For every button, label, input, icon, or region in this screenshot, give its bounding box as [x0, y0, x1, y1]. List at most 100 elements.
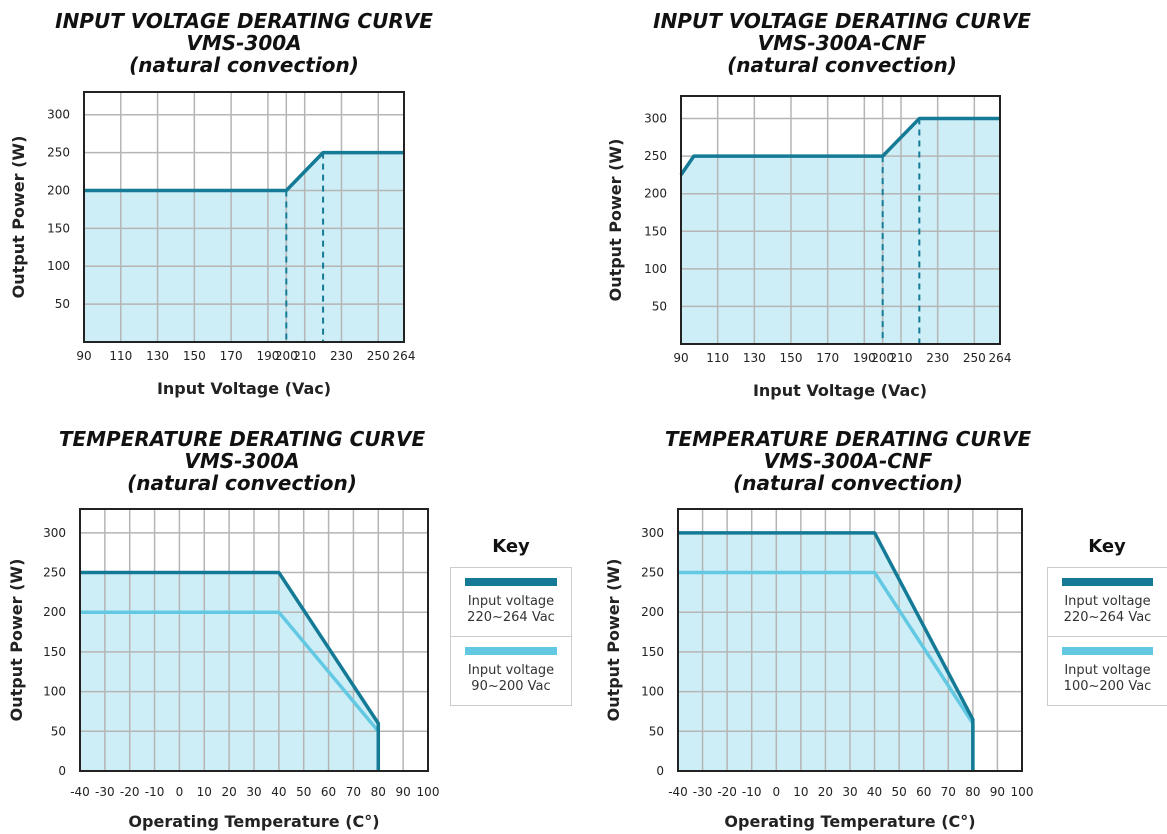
chart-3-x-tick-label: 0 — [176, 785, 184, 799]
chart-2-y-tick-label: 50 — [652, 299, 667, 313]
chart-4-legend-label-dark-2: 220~264 Vac — [1063, 610, 1152, 625]
chart-1-x-tick-label: 210 — [293, 349, 316, 363]
chart-1-x-tick-label: 250 — [367, 349, 390, 363]
chart-2-y-tick-label: 150 — [644, 224, 667, 238]
chart-4-y-tick-label: 0 — [656, 764, 664, 778]
chart-4-legend-swatch-light — [1062, 647, 1153, 655]
chart-4-y-tick-label: 300 — [641, 526, 664, 540]
chart-4-x-tick-label: -30 — [693, 785, 713, 799]
chart-2-title: INPUT VOLTAGE DERATING CURVE VMS-300A-CN… — [632, 10, 1052, 76]
chart-2-title-line-2: VMS-300A-CNF — [757, 31, 927, 55]
chart-3-x-tick-label: 90 — [396, 785, 411, 799]
chart-3-y-tick-label: 150 — [43, 645, 66, 659]
chart-3-legend-swatch-light — [465, 647, 557, 655]
chart-3-x-tick-label: 10 — [197, 785, 212, 799]
chart-3-plot: -40 -30 -20 -10 0 10 20 30 40 50 60 70 80 90 100 0 50 100… — [7, 508, 440, 831]
chart-4-x-axis-label: Operating Temperature (C°) — [724, 812, 975, 831]
chart-2-x-axis-label: Input Voltage (Vac) — [753, 381, 927, 400]
chart-2-frame — [680, 95, 1001, 345]
chart-4-legend-box: Input voltage 220~264 Vac Input voltage … — [1047, 567, 1167, 706]
chart-4-series-dark-line — [678, 531, 975, 771]
chart-4-y-tick-label: 50 — [649, 724, 664, 738]
chart-4-x-tick-label: 80 — [965, 785, 980, 799]
chart-4-legend-title: Key — [1088, 536, 1126, 557]
chart-3-x-tick-label: 100 — [417, 785, 440, 799]
chart-3-x-tick-label: 70 — [346, 785, 361, 799]
chart-4-title-line-2: VMS-300A-CNF — [763, 449, 933, 473]
chart-2-title-line-1: INPUT VOLTAGE DERATING CURVE — [653, 9, 1031, 33]
chart-4-x-tick-label: 10 — [793, 785, 808, 799]
chart-1-y-tick-label: 300 — [47, 108, 70, 122]
chart-3-legend-entry-light: Input voltage 90~200 Vac — [451, 636, 571, 705]
chart-4-y-tick-label: 200 — [641, 605, 664, 619]
chart-2-x-tick-label: 150 — [780, 351, 803, 365]
chart-4-x-tick-label: 60 — [916, 785, 931, 799]
chart-4-plot: -40 -30 -20 -10 0 10 20 30 40 50 60 70 80 90 100 0 50 100… — [604, 508, 1034, 831]
chart-3-title-line-1: TEMPERATURE DERATING CURVE — [58, 427, 426, 451]
chart-2-title-line-3: (natural convection) — [727, 53, 957, 77]
chart-1-title: INPUT VOLTAGE DERATING CURVE VMS-300A (n… — [34, 10, 454, 76]
chart-4-title-line-1: TEMPERATURE DERATING CURVE — [664, 427, 1032, 451]
chart-3-y-tick-label: 100 — [43, 685, 66, 699]
chart-4-x-tick-label: 0 — [772, 785, 780, 799]
chart-2-x-tick-label: 250 — [963, 351, 986, 365]
chart-2-y-axis-label: Output Power (W) — [606, 139, 625, 302]
chart-4-legend-entry-light: Input voltage 100~200 Vac — [1048, 636, 1167, 705]
chart-1-series-main-line — [84, 150, 404, 193]
chart-4-y-tick-label: 250 — [641, 566, 664, 580]
chart-3-x-tick-label: 40 — [271, 785, 286, 799]
chart-1-y-tick-label: 200 — [47, 183, 70, 197]
chart-1-x-tick-label: 190 — [256, 349, 279, 363]
chart-1-y-tick-label: 250 — [47, 146, 70, 160]
chart-4-legend-label-light-1: Input voltage — [1064, 663, 1151, 678]
chart-4-legend-swatch-dark — [1062, 578, 1153, 586]
chart-2-x-tick-label: 200 — [871, 351, 894, 365]
chart-1-y-axis-label: Output Power (W) — [9, 136, 28, 299]
chart-1-area-fill — [84, 152, 404, 342]
chart-2-series-main-line — [679, 116, 1000, 176]
chart-3-x-tick-label: 80 — [371, 785, 386, 799]
chart-1-x-tick-label: 150 — [183, 349, 206, 363]
chart-3-legend-swatch-dark — [465, 578, 557, 586]
chart-3-x-tick-label: 50 — [296, 785, 311, 799]
chart-1-x-tick-label: 200 — [275, 349, 298, 363]
chart-2-x-tick-label: 90 — [673, 351, 688, 365]
chart-1-x-tick-label: 264 — [393, 349, 416, 363]
chart-2-y-tick-label: 300 — [644, 112, 667, 126]
chart-3-y-tick-label: 200 — [43, 605, 66, 619]
chart-2-x-tick-label: 264 — [989, 351, 1012, 365]
chart-3-y-tick-label: 50 — [51, 724, 66, 738]
chart-4-x-tick-label: 100 — [1011, 785, 1034, 799]
chart-2-y-tick-label: 100 — [644, 262, 667, 276]
chart-3-frame — [79, 508, 429, 772]
chart-3-x-tick-label: -20 — [120, 785, 140, 799]
chart-3-title: TEMPERATURE DERATING CURVE VMS-300A (nat… — [32, 428, 452, 494]
chart-3-y-axis-label: Output Power (W) — [7, 559, 26, 722]
chart-1-frame — [83, 91, 405, 343]
chart-1-x-tick-label: 170 — [220, 349, 243, 363]
chart-4-y-tick-label: 150 — [641, 645, 664, 659]
chart-3-series-dark-line — [80, 570, 381, 771]
chart-4-x-tick-label: 70 — [941, 785, 956, 799]
chart-3-x-tick-label: -30 — [95, 785, 115, 799]
chart-4-legend-label-light-2: 100~200 Vac — [1063, 679, 1152, 694]
chart-3-title-line-2: VMS-300A — [184, 449, 300, 473]
chart-4-x-tick-label: 30 — [842, 785, 857, 799]
chart-4-legend: Key Input voltage 220~264 Vac Input volt… — [1047, 536, 1167, 706]
chart-3-legend-title: Key — [492, 536, 530, 557]
chart-3-legend-label-light-2: 90~200 Vac — [471, 679, 551, 694]
chart-4-x-tick-label: 90 — [990, 785, 1005, 799]
chart-2-x-tick-label: 190 — [853, 351, 876, 365]
chart-2-x-tick-label: 170 — [816, 351, 839, 365]
chart-4-x-tick-label: 50 — [892, 785, 907, 799]
chart-1-x-tick-label: 110 — [109, 349, 132, 363]
chart-1-x-axis-label: Input Voltage (Vac) — [157, 379, 331, 398]
chart-3-legend-label-light-1: Input voltage — [467, 663, 555, 678]
chart-1-title-line-1: INPUT VOLTAGE DERATING CURVE — [55, 9, 433, 33]
chart-4-x-tick-label: -20 — [717, 785, 737, 799]
chart-3-y-tick-label: 0 — [58, 764, 66, 778]
chart-4-x-tick-label: 40 — [867, 785, 882, 799]
chart-2-y-tick-label: 250 — [644, 149, 667, 163]
